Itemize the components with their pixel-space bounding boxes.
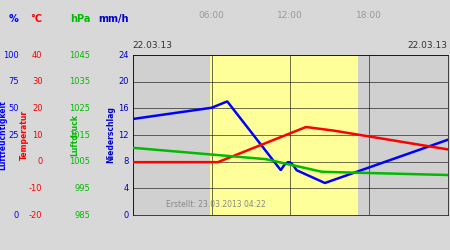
Text: 20: 20 xyxy=(118,77,129,86)
Text: 4: 4 xyxy=(123,184,129,193)
Text: 10: 10 xyxy=(32,130,42,140)
Text: 12: 12 xyxy=(118,130,129,140)
Text: 1025: 1025 xyxy=(69,104,90,113)
Text: 30: 30 xyxy=(32,77,42,86)
Text: 1015: 1015 xyxy=(69,130,90,140)
Text: %: % xyxy=(9,14,18,24)
Text: 0: 0 xyxy=(37,157,42,166)
Text: 995: 995 xyxy=(75,184,90,193)
Text: Luftdruck: Luftdruck xyxy=(70,114,79,156)
Text: -10: -10 xyxy=(29,184,42,193)
Text: mm/h: mm/h xyxy=(98,14,129,24)
Text: 0: 0 xyxy=(123,210,129,220)
Text: 50: 50 xyxy=(8,104,18,113)
Text: 100: 100 xyxy=(3,50,18,59)
Text: 1035: 1035 xyxy=(69,77,90,86)
Text: 22.03.13: 22.03.13 xyxy=(408,40,448,50)
Text: 18:00: 18:00 xyxy=(356,11,382,20)
Text: 06:00: 06:00 xyxy=(198,11,225,20)
Text: 8: 8 xyxy=(123,157,129,166)
Text: 985: 985 xyxy=(74,210,90,220)
Text: Erstellt: 23.03.2013 04:22: Erstellt: 23.03.2013 04:22 xyxy=(166,200,266,208)
Text: hPa: hPa xyxy=(70,14,90,24)
Text: 75: 75 xyxy=(8,77,18,86)
Text: 1045: 1045 xyxy=(69,50,90,59)
Text: °C: °C xyxy=(30,14,42,24)
Text: 16: 16 xyxy=(118,104,129,113)
Text: 0: 0 xyxy=(14,210,18,220)
Text: 24: 24 xyxy=(118,50,129,59)
Bar xyxy=(210,55,358,215)
Text: 12:00: 12:00 xyxy=(277,11,303,20)
Text: -20: -20 xyxy=(29,210,42,220)
Text: 25: 25 xyxy=(8,130,18,140)
Text: Temperatur: Temperatur xyxy=(20,110,29,160)
Text: 40: 40 xyxy=(32,50,42,59)
Text: 22.03.13: 22.03.13 xyxy=(133,40,173,50)
Text: Luftfeuchtigkeit: Luftfeuchtigkeit xyxy=(0,100,8,170)
Text: Niederschlag: Niederschlag xyxy=(106,106,115,164)
Text: 1005: 1005 xyxy=(69,157,90,166)
Text: 20: 20 xyxy=(32,104,42,113)
